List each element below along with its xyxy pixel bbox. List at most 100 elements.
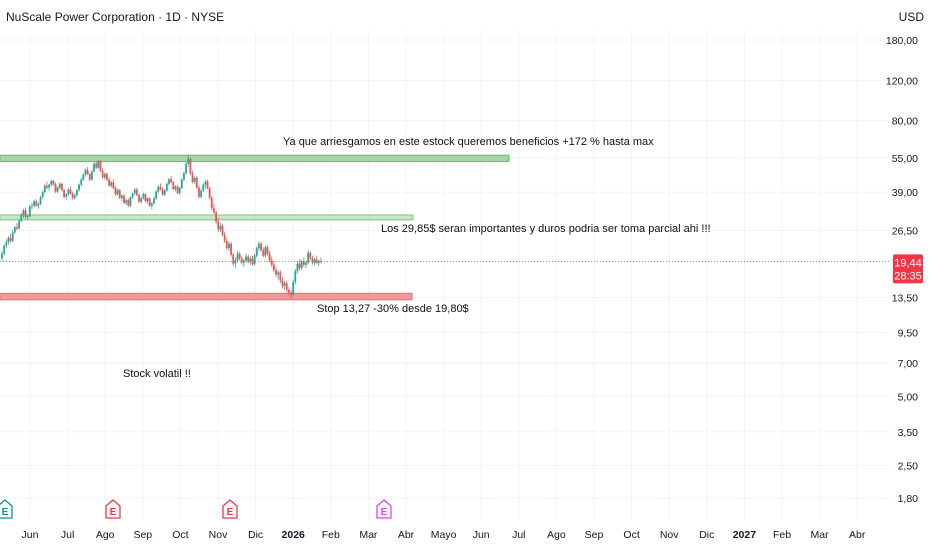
candle (185, 162, 188, 175)
candle (217, 217, 220, 232)
candle (101, 168, 104, 179)
candle (155, 190, 158, 201)
candle (120, 194, 123, 202)
time-axis[interactable]: Jun Jul Ago Sep Oct Nov Dic 2026 Feb Mar Abr Mayo Ju… (22, 529, 866, 541)
candle (307, 249, 310, 265)
candle (99, 159, 102, 173)
earnings-marker-icon[interactable]: E (0, 499, 13, 519)
candle (54, 182, 57, 194)
candle (268, 250, 271, 263)
earnings-marker-icon[interactable]: E (376, 499, 392, 519)
candle (159, 183, 162, 191)
candle (266, 245, 269, 256)
candle (191, 170, 194, 184)
candle (35, 199, 38, 207)
candle (13, 225, 16, 234)
candle (315, 255, 318, 265)
earnings-marker-icon[interactable]: E (105, 499, 121, 519)
x-tick-label: 2026 (282, 529, 306, 541)
candle (251, 255, 254, 266)
annotation-volatile[interactable]: Stock volatil !! (123, 368, 191, 380)
candle (7, 236, 10, 245)
candle (150, 202, 153, 210)
candle (275, 266, 277, 278)
candle (213, 203, 215, 215)
candle (91, 170, 93, 181)
candle (262, 247, 265, 258)
candle (1, 250, 3, 261)
candle (26, 214, 29, 221)
candle (78, 183, 80, 192)
candle (133, 188, 136, 196)
candle (37, 202, 40, 209)
candle (253, 253, 256, 266)
y-tick-label: 26,50 (892, 226, 918, 238)
candle (172, 181, 175, 191)
candle (48, 183, 51, 191)
candle (41, 190, 44, 199)
candle (46, 181, 48, 190)
price-zone[interactable] (0, 154, 510, 163)
candle (73, 193, 76, 200)
chart-annotations[interactable]: Ya que arriesgamos en este estock querem… (123, 136, 711, 380)
x-tick-label: Dic (248, 529, 263, 541)
candle (238, 251, 241, 261)
candle (243, 258, 245, 267)
candle (240, 255, 243, 265)
price-zone[interactable] (0, 214, 414, 221)
candle (22, 208, 25, 218)
candle (86, 166, 89, 176)
candle (219, 222, 222, 232)
annotation-partial-take-profit[interactable]: Los 29,85$ seran importantes y duros pod… (381, 223, 711, 235)
candle (103, 172, 106, 180)
candle (43, 184, 46, 194)
x-tick-label: Ago (547, 529, 566, 541)
candle (114, 186, 117, 196)
candle (16, 222, 18, 231)
price-zone[interactable] (0, 292, 413, 301)
candle (236, 250, 239, 263)
candle (234, 257, 237, 268)
candle (18, 218, 21, 230)
y-tick-label: 39,00 (892, 187, 918, 199)
candle (178, 186, 181, 195)
x-tick-label: Abr (398, 529, 415, 541)
candle (215, 210, 217, 224)
x-tick-label: Mar (359, 529, 378, 541)
candle (69, 186, 72, 195)
candle (108, 177, 110, 187)
y-tick-label: 55,00 (892, 153, 918, 165)
candle (61, 182, 63, 192)
x-tick-label: Dic (699, 529, 714, 541)
candle (80, 177, 83, 187)
candle (221, 223, 224, 237)
x-tick-label: Jun (22, 529, 39, 541)
candle (76, 189, 78, 197)
chart-title: NuScale Power Corporation · 1D · NYSE (6, 10, 225, 24)
annotation-stop-loss[interactable]: Stop 13,27 -30% desde 19,80$ (317, 303, 469, 315)
earnings-marker-icon[interactable]: E (222, 499, 238, 519)
x-tick-label: Jul (512, 529, 525, 541)
current-price-value: 19,44 (894, 257, 922, 269)
annotation-max-target[interactable]: Ya que arriesgamos en este estock querem… (283, 136, 654, 148)
y-tick-label: 3,50 (898, 427, 919, 439)
earnings-letter: E (110, 507, 117, 518)
candle (313, 257, 316, 266)
y-tick-label: 120,00 (886, 75, 918, 87)
currency-selector[interactable]: USD (898, 10, 924, 24)
candle (200, 189, 203, 199)
candle (277, 270, 280, 280)
candle (20, 213, 23, 223)
candle (285, 280, 288, 293)
candle (129, 196, 132, 207)
candle (279, 270, 282, 284)
x-tick-label: Feb (773, 529, 791, 541)
candle (225, 237, 228, 250)
candle (157, 185, 160, 194)
price-axis[interactable]: 180,00 120,00 80,00 55,00 39,00 26,50 13,50 9,5… (886, 35, 918, 505)
candle (31, 202, 33, 210)
candle (174, 185, 177, 192)
candle (123, 194, 125, 205)
